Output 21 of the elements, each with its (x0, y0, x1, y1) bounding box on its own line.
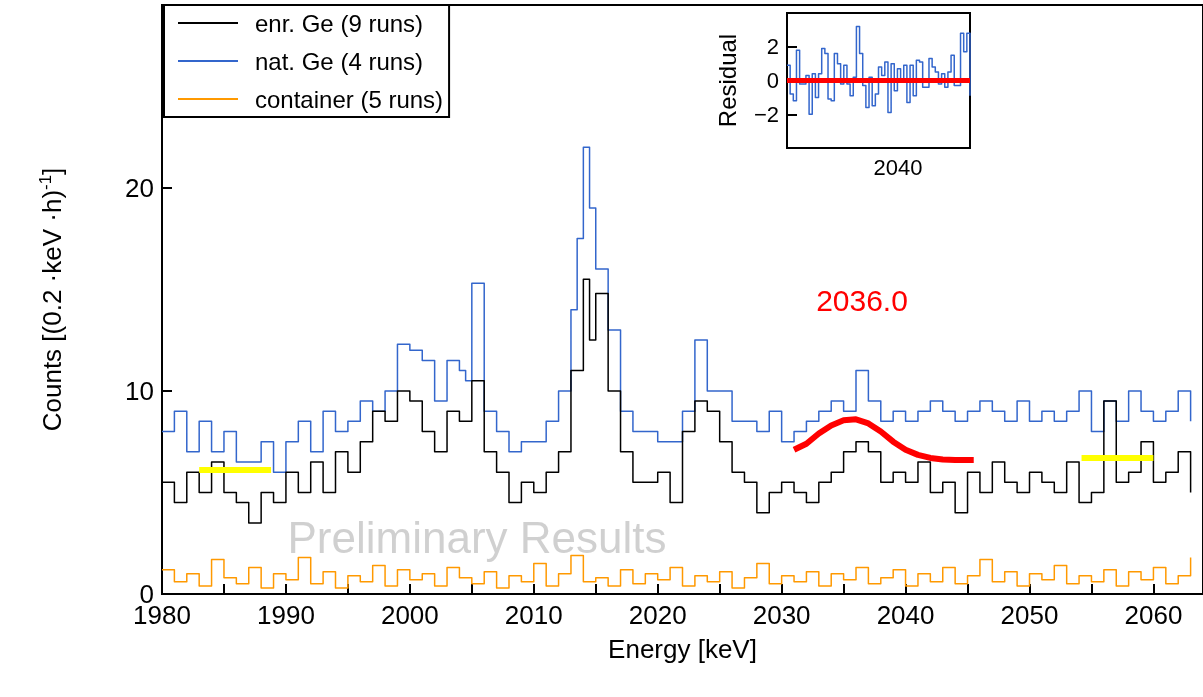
x-tick-label: 2060 (1124, 600, 1183, 630)
x-axis-title: Energy [keV] (608, 634, 757, 664)
x-tick-label: 2050 (1000, 600, 1059, 630)
legend-label: enr. Ge (9 runs) (255, 9, 424, 37)
x-tick-label: 2000 (380, 600, 439, 630)
y-tick-label: −2 (753, 101, 779, 127)
legend-label: container (5 runs) (255, 85, 444, 113)
annotation: 2040 (873, 154, 923, 180)
x-tick-label: 2040 (876, 600, 935, 630)
y-tick-label: 10 (125, 375, 154, 406)
x-tick-label: 1990 (257, 600, 315, 630)
x-tick-label: 2030 (752, 600, 811, 630)
y-tick-label: 2 (766, 34, 779, 60)
y-axis-title: Residual (713, 33, 741, 128)
annotation: 2036.0 (816, 283, 908, 317)
legend-label: nat. Ge (4 runs) (255, 47, 424, 75)
x-tick-label: 2010 (504, 600, 563, 630)
y-tick-label: 20 (125, 172, 154, 203)
y-tick-label: 0 (766, 68, 779, 93)
y-axis-title: Counts [(0.2 ·keV ·h)-1] (36, 167, 67, 432)
x-tick-label: 2020 (628, 600, 687, 630)
